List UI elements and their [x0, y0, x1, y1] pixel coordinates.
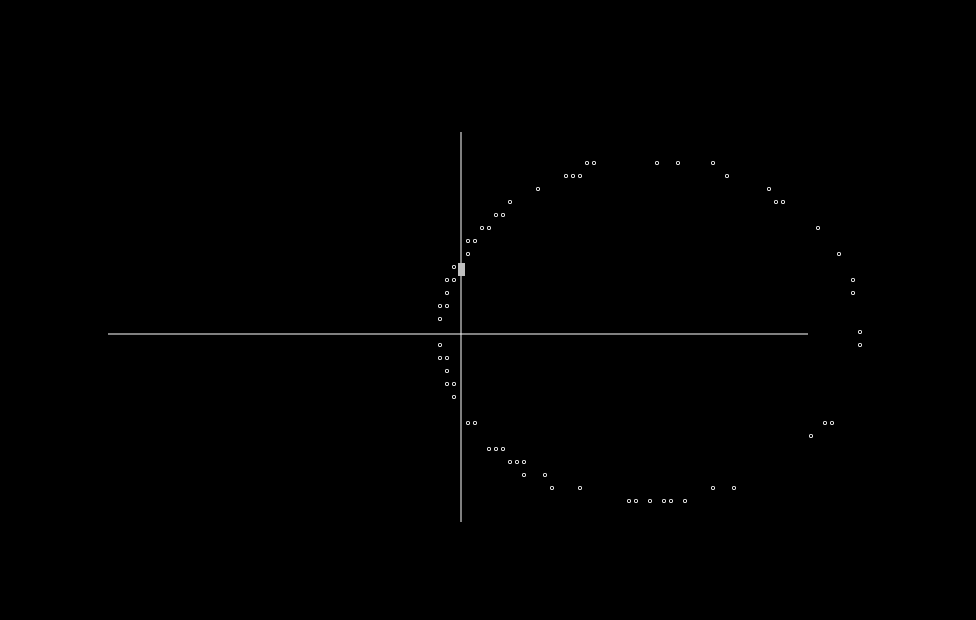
plot-point — [830, 420, 835, 425]
plot-point — [627, 498, 632, 503]
plot-point — [711, 160, 716, 165]
plot-point — [669, 498, 674, 503]
plot-point — [437, 355, 442, 360]
plot-point — [683, 498, 688, 503]
plot-point — [444, 277, 449, 282]
plot-point — [809, 433, 814, 438]
markers — [437, 160, 863, 503]
plot-point — [500, 212, 505, 217]
plot-point — [486, 446, 491, 451]
plot-point — [437, 316, 442, 321]
plot-point — [451, 394, 456, 399]
plot-point — [648, 498, 653, 503]
plot-point — [472, 420, 477, 425]
plot-point — [732, 485, 737, 490]
plot-point — [676, 160, 681, 165]
axes — [108, 132, 808, 522]
plot-point — [472, 238, 477, 243]
plot-point — [851, 290, 856, 295]
plot-point — [543, 472, 548, 477]
plot-point — [493, 212, 498, 217]
plot-point — [823, 420, 828, 425]
plot-point — [515, 459, 520, 464]
plot-point — [564, 173, 569, 178]
plot-point — [444, 381, 449, 386]
plot-point — [536, 186, 541, 191]
plot-point — [592, 160, 597, 165]
plot-point — [578, 173, 583, 178]
plot-point — [578, 485, 583, 490]
plot-point — [486, 225, 491, 230]
plot-point — [437, 342, 442, 347]
plot-point — [655, 160, 660, 165]
text-cursor-icon — [458, 263, 465, 276]
plot-point — [837, 251, 842, 256]
plot-point — [662, 498, 667, 503]
plot-point — [585, 160, 590, 165]
plot-point — [465, 420, 470, 425]
plot-point — [711, 485, 716, 490]
plot-point — [767, 186, 772, 191]
plot-point — [451, 381, 456, 386]
plot-point — [437, 303, 442, 308]
plot-point — [522, 472, 527, 477]
plot-point — [851, 277, 856, 282]
plot-point — [816, 225, 821, 230]
plot-point — [444, 290, 449, 295]
plot-point — [493, 446, 498, 451]
plot-point — [781, 199, 786, 204]
plot-point — [571, 173, 576, 178]
plot-point — [444, 368, 449, 373]
plot-point — [444, 355, 449, 360]
plot-point — [451, 277, 456, 282]
plot-point — [465, 238, 470, 243]
cursor-layer — [458, 263, 465, 276]
plot-point — [507, 459, 512, 464]
plot-point — [451, 264, 456, 269]
plot-point — [550, 485, 555, 490]
plot-point — [479, 225, 484, 230]
plot-point — [774, 199, 779, 204]
plot-point — [465, 251, 470, 256]
plot-point — [500, 446, 505, 451]
plot-point — [858, 329, 863, 334]
plot-point — [522, 459, 527, 464]
plot-point — [858, 342, 863, 347]
plot-point — [725, 173, 730, 178]
plot-point — [444, 303, 449, 308]
plot-point — [634, 498, 639, 503]
plot-point — [507, 199, 512, 204]
